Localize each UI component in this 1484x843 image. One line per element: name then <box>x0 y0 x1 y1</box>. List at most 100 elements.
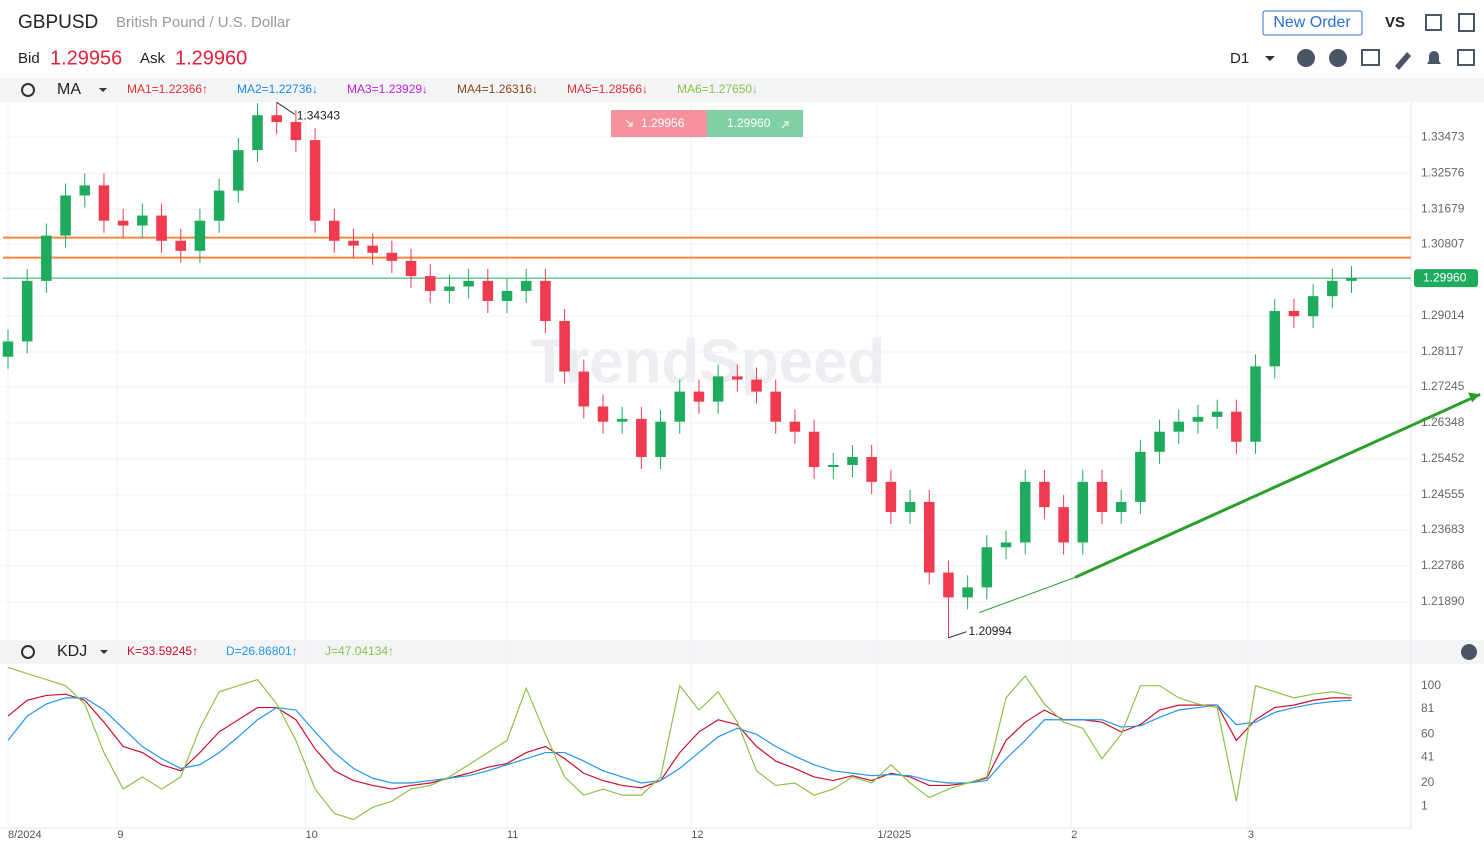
extreme-pointer <box>948 631 967 639</box>
panel-icon[interactable] <box>1458 13 1475 32</box>
sell-quote[interactable] <box>611 110 707 137</box>
candle-body <box>348 240 359 246</box>
new-order-button[interactable] <box>1262 10 1363 36</box>
price-tick-label: 1.26348 <box>1421 415 1465 429</box>
trend-line <box>978 576 1076 614</box>
candle-body <box>463 280 474 287</box>
kdj-tick-label: 60 <box>1421 727 1435 741</box>
kdj-line <box>7 697 1352 784</box>
candle-body <box>1000 542 1012 548</box>
candle-body <box>367 245 378 253</box>
date-tick-label: 3 <box>1248 829 1254 841</box>
candle-body <box>770 391 781 422</box>
bid-price: 1.29956 <box>50 47 122 69</box>
symbol: GBPUSD <box>18 12 98 33</box>
candle-body <box>117 220 129 226</box>
ma-legend-item: MA2=1.22736↓ <box>237 82 318 96</box>
candle-body <box>732 376 743 380</box>
vs-button[interactable]: VS <box>1385 14 1405 31</box>
candle-body <box>233 150 244 191</box>
ma-legend-item: MA5=1.28566↓ <box>567 82 648 96</box>
candle-body <box>1269 310 1281 367</box>
sell-quote-price[interactable]: 1.29956 <box>641 116 685 130</box>
ma-settings-icon[interactable] <box>21 83 35 97</box>
fullscreen-icon[interactable] <box>1425 14 1442 31</box>
kdj-legend-item: J=47.04134↑ <box>325 644 394 658</box>
candle-body <box>981 547 993 588</box>
candle-body <box>1211 411 1223 417</box>
buy-quote-price[interactable]: 1.29960 <box>727 116 771 130</box>
candle-body <box>98 185 110 221</box>
date-tick-label: 12 <box>691 829 703 841</box>
kdj-line <box>7 666 1352 821</box>
kdj-settings-icon[interactable] <box>21 645 35 659</box>
candle-body <box>923 501 935 573</box>
candle-body <box>828 465 839 468</box>
new-order-text[interactable]: New Order <box>1273 14 1351 31</box>
kdj-tick-label: 100 <box>1421 678 1441 692</box>
indicator-icon[interactable] <box>1457 49 1475 66</box>
candle-body <box>41 235 52 281</box>
extreme-label: 1.34343 <box>297 108 341 122</box>
price-tick-label: 1.30807 <box>1421 236 1465 250</box>
candle-body <box>693 391 705 402</box>
price-tick-label: 1.31679 <box>1421 201 1465 215</box>
candle-body <box>904 501 916 512</box>
candle-body <box>847 457 858 466</box>
candle-body <box>1039 481 1050 508</box>
extreme-label: 1.20994 <box>968 624 1012 638</box>
price-tick-label: 1.28117 <box>1421 344 1464 358</box>
candle-body <box>559 321 570 372</box>
candle-body <box>674 391 686 422</box>
kdj-tick-label: 41 <box>1421 750 1435 764</box>
ma-caret[interactable] <box>99 88 107 92</box>
candle-body <box>1135 451 1146 502</box>
candle-body <box>789 421 801 432</box>
kdj-legend-item: K=33.59245↑ <box>127 644 198 658</box>
candle-body <box>444 286 455 291</box>
candle-body <box>328 220 340 241</box>
ma-legend-item: MA3=1.23929↓ <box>347 82 428 96</box>
date-tick-label: 1/2025 <box>877 829 911 841</box>
candle-body <box>808 431 820 468</box>
timeframe[interactable]: D1 <box>1230 50 1249 67</box>
candle-body <box>2 341 14 357</box>
current-price-badge <box>1414 269 1478 288</box>
candle-body <box>1154 431 1165 452</box>
close-kdj-icon[interactable] <box>1461 644 1477 660</box>
candle-body <box>137 215 148 226</box>
candle-body <box>1058 507 1069 543</box>
ma-legend-item: MA4=1.26316↓ <box>457 82 538 96</box>
ma-legend-item: MA6=1.27650↓ <box>677 82 758 96</box>
candle-body <box>636 418 647 458</box>
date-tick-label: 8/2024 <box>8 829 42 841</box>
zoom-out-icon[interactable] <box>1329 49 1347 67</box>
candle-body <box>540 280 551 322</box>
kdj-toolbar <box>0 640 1484 664</box>
layout-icon[interactable] <box>1361 49 1380 66</box>
watermark: TrendSpeed <box>531 327 886 396</box>
candle-body <box>501 290 513 301</box>
price-tick-label: 1.22786 <box>1421 558 1465 572</box>
candle-body <box>751 379 762 392</box>
kdj-line <box>7 693 1352 790</box>
price-tick-label: 1.24555 <box>1421 487 1465 501</box>
current-price-label: 1.29960 <box>1423 270 1467 284</box>
draw-icon[interactable] <box>1395 52 1411 70</box>
candle-body <box>1173 421 1185 432</box>
candle-body <box>79 185 91 196</box>
trend-arrowhead <box>1468 392 1481 403</box>
timeframe-caret[interactable] <box>1265 56 1275 61</box>
alert-icon[interactable] <box>1427 51 1441 64</box>
kdj-caret[interactable] <box>100 650 108 654</box>
candle-body <box>1192 416 1204 422</box>
trend-line <box>1074 393 1481 579</box>
zoom-in-icon[interactable] <box>1297 49 1315 67</box>
candle-body <box>1288 310 1300 317</box>
candle-body <box>1327 280 1338 297</box>
symbol-name: British Pound / U.S. Dollar <box>116 14 290 31</box>
price-tick-label: 1.27245 <box>1421 379 1465 393</box>
candle-body <box>962 587 973 598</box>
candle-body <box>175 240 187 251</box>
